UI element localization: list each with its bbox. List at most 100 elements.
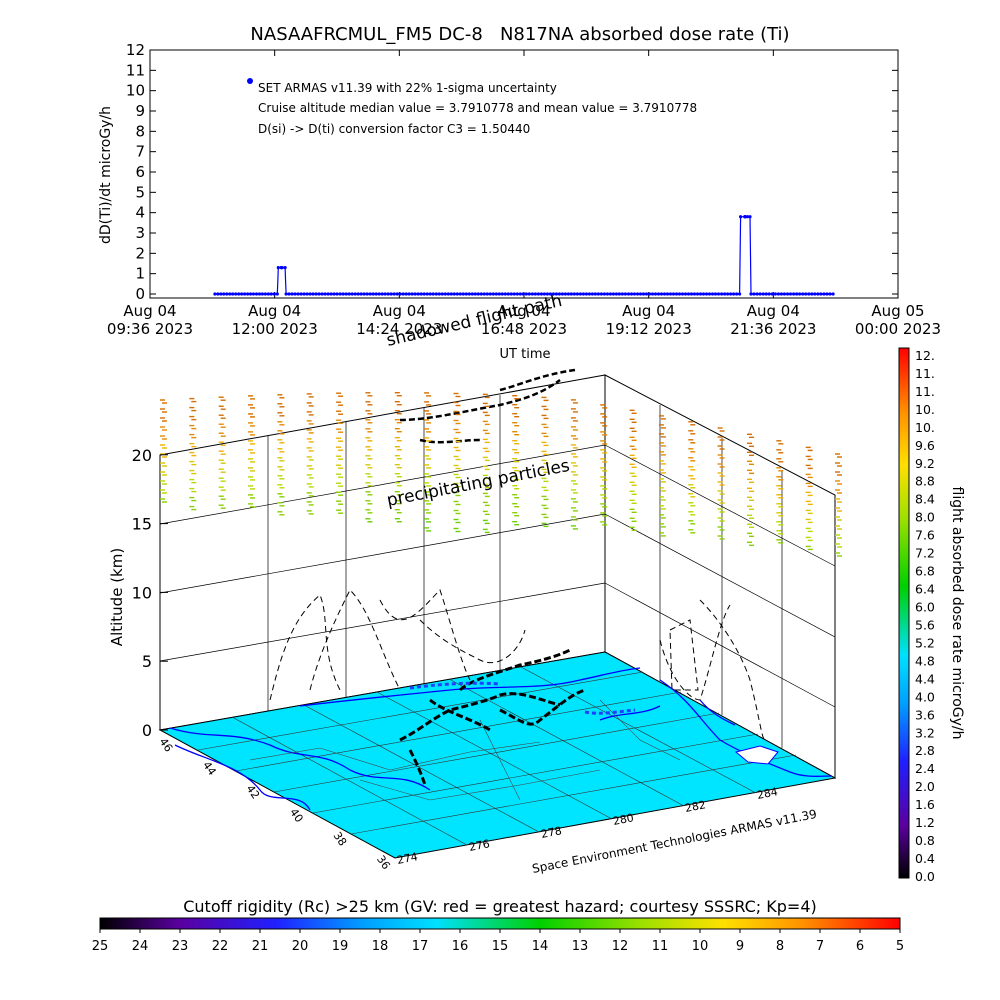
dose-colorbar-tick-label: 6.4 bbox=[915, 582, 935, 597]
x-axis-label: UT time bbox=[500, 347, 551, 362]
rigidity-colorbar-tick-label: 18 bbox=[372, 939, 389, 954]
longitude-tick-label: 280 bbox=[612, 811, 635, 828]
series-point bbox=[452, 292, 456, 296]
series-point bbox=[560, 292, 565, 296]
series-point bbox=[632, 292, 637, 296]
series-point bbox=[683, 292, 688, 296]
rigidity-colorbar-tick-label: 19 bbox=[332, 939, 349, 954]
dose-colorbar-tick-label: 3.2 bbox=[915, 725, 935, 740]
series-point bbox=[380, 292, 384, 296]
series-point bbox=[614, 292, 619, 296]
series-point bbox=[228, 292, 232, 296]
series-point bbox=[437, 292, 441, 296]
series-point bbox=[735, 292, 739, 296]
series-point bbox=[764, 292, 768, 296]
dose-colorbar-tick-label: 1.6 bbox=[915, 797, 935, 812]
series-point bbox=[497, 292, 501, 296]
longitude-tick-label: 276 bbox=[468, 837, 491, 854]
series-point bbox=[819, 292, 823, 296]
dose-colorbar-ticks: 0.0 0.4 0.8 1.2 1.6 2.0 2.4 2.8 3.2 3.6 4.0 4.4 4.8 5… bbox=[915, 348, 935, 884]
series-point bbox=[572, 292, 577, 296]
legend-marker bbox=[247, 78, 253, 84]
series-point bbox=[290, 292, 294, 296]
x-tick-label-top: Aug 04 bbox=[747, 302, 800, 320]
series-point bbox=[251, 292, 256, 296]
wall-grid bbox=[159, 395, 836, 748]
series-point bbox=[748, 215, 752, 219]
series-point bbox=[548, 292, 553, 296]
series-point bbox=[419, 292, 423, 296]
x-tick-label-top: Aug 04 bbox=[373, 302, 426, 320]
x-tick-label-top: Aug 04 bbox=[123, 302, 176, 320]
series-point bbox=[389, 292, 393, 296]
series-point bbox=[326, 292, 330, 296]
series-point bbox=[641, 292, 646, 296]
series-point bbox=[530, 292, 535, 296]
series-point bbox=[773, 292, 777, 296]
series-point bbox=[473, 292, 477, 296]
y-tick-label: 6 bbox=[135, 163, 145, 181]
series-point bbox=[350, 292, 354, 296]
series-point bbox=[362, 292, 366, 296]
series-point bbox=[240, 292, 244, 296]
series-point bbox=[635, 292, 640, 296]
series-point bbox=[467, 292, 471, 296]
series-point bbox=[659, 292, 664, 296]
series-point bbox=[533, 292, 538, 296]
x-tick-label-bottom: 21:36 2023 bbox=[730, 320, 816, 338]
dose-colorbar-tick-label: 2.0 bbox=[915, 779, 935, 794]
rigidity-colorbar-tick-label: 25 bbox=[92, 939, 109, 954]
altitude-ticks: 0 5 10 15 20 bbox=[132, 446, 168, 740]
series-point bbox=[611, 292, 616, 296]
x-tick-label-bottom: 16:48 2023 bbox=[481, 320, 567, 338]
series-point bbox=[287, 292, 291, 296]
series-point bbox=[458, 292, 462, 296]
series-point bbox=[545, 292, 550, 296]
series-point bbox=[302, 292, 306, 296]
series-point bbox=[825, 292, 829, 296]
series-point bbox=[284, 292, 288, 296]
series-point bbox=[263, 292, 267, 296]
series-point bbox=[677, 292, 682, 296]
series-point bbox=[461, 292, 465, 296]
series-point bbox=[216, 292, 220, 296]
series-point bbox=[807, 292, 811, 296]
series-point bbox=[647, 292, 652, 296]
dose-colorbar-tick-label: 5.6 bbox=[915, 617, 935, 632]
series-point bbox=[739, 215, 743, 219]
rigidity-colorbar-tick-label: 21 bbox=[252, 939, 269, 954]
rigidity-colorbar-ticks: 25 24 23 22 21 20 19 18 17 16 15 14 13 12 11 10 9 8 7 6 5 bbox=[92, 929, 904, 954]
series-point bbox=[395, 292, 399, 296]
y-tick-label: 4 bbox=[135, 204, 145, 222]
dose-colorbar: 0.0 0.4 0.8 1.2 1.6 2.0 2.4 2.8 3.2 3.6 4.0 4.4 4.8 5… bbox=[898, 347, 965, 884]
series-point bbox=[813, 292, 817, 296]
series-point bbox=[365, 292, 369, 296]
series-point bbox=[608, 292, 613, 296]
series-point bbox=[828, 292, 832, 296]
dose-colorbar-tick-label: 10. bbox=[915, 420, 935, 435]
rigidity-colorbar-tick-label: 15 bbox=[492, 939, 509, 954]
series-point bbox=[422, 292, 426, 296]
dose-colorbar-tick-label: 4.0 bbox=[915, 689, 935, 704]
series-point bbox=[729, 292, 733, 296]
series-point bbox=[566, 292, 571, 296]
series-point bbox=[276, 266, 280, 270]
series-point bbox=[698, 292, 703, 296]
series-point bbox=[732, 292, 736, 296]
series-point bbox=[671, 292, 676, 296]
series-point bbox=[605, 292, 610, 296]
y-tick-label: 11 bbox=[126, 61, 145, 79]
dose-colorbar-tick-label: 5.2 bbox=[915, 635, 935, 650]
dose-colorbar-tick-label: 11. bbox=[915, 384, 935, 399]
series-point bbox=[237, 292, 241, 296]
precip-label: precipitating particles bbox=[385, 456, 571, 511]
dose-colorbar-tick-label: 11. bbox=[915, 366, 935, 381]
series-point bbox=[329, 292, 333, 296]
series-point bbox=[816, 292, 820, 296]
series-point bbox=[662, 292, 667, 296]
dose-columns bbox=[160, 392, 842, 557]
series-point bbox=[578, 292, 583, 296]
series-point bbox=[713, 292, 718, 296]
